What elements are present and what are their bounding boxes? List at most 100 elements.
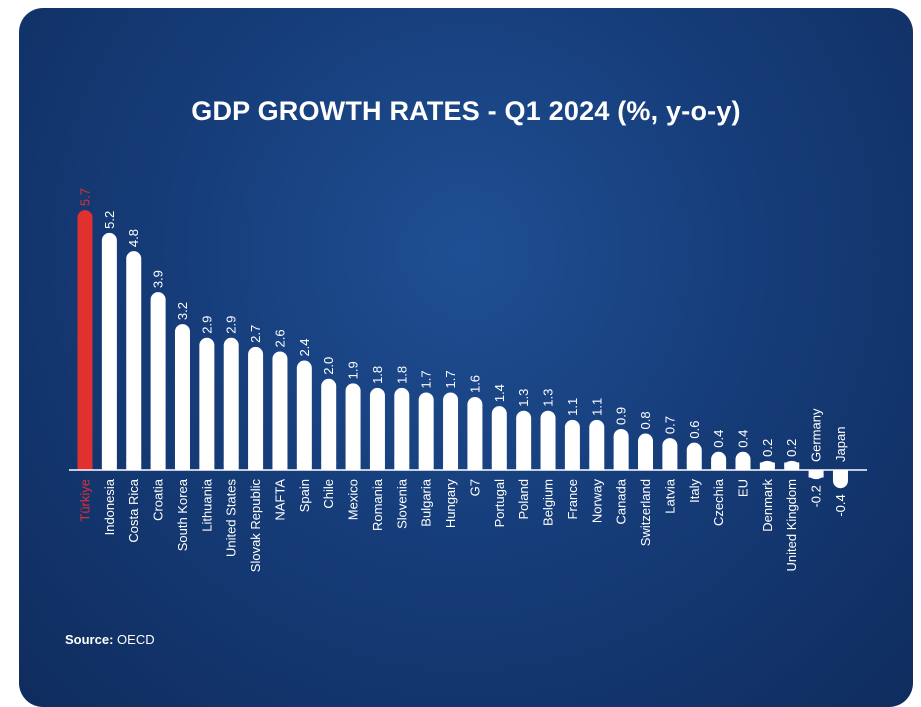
bar-nafta <box>272 351 288 470</box>
category-label: EU <box>735 479 750 497</box>
category-label: France <box>565 479 580 519</box>
chart-card: GDP GROWTH RATES - Q1 2024 (%, y-o-y) 5.… <box>19 8 913 707</box>
value-label: 1.3 <box>541 389 556 407</box>
bar-base <box>564 462 580 470</box>
bar-mexico <box>345 383 361 470</box>
value-label: 0.4 <box>735 430 750 448</box>
bar-base <box>272 462 288 470</box>
bar-chart: 5.7 Türkiye 5.2 Indonesia 4.8 Costa Rica 3.9 Cr… <box>69 188 867 573</box>
value-label: 1.9 <box>346 361 361 379</box>
category-label: Chile <box>321 479 336 509</box>
bar-united-states <box>223 337 239 470</box>
bar-base <box>491 462 507 470</box>
bar-base <box>248 462 264 470</box>
value-label: 0.2 <box>760 439 775 457</box>
bar-spain <box>296 360 312 470</box>
value-label: 0.4 <box>711 430 726 448</box>
bar-indonesia <box>101 232 117 470</box>
value-label: 4.8 <box>126 229 141 247</box>
bar-base <box>126 462 142 470</box>
bar-chile <box>321 378 337 470</box>
value-label: 2.9 <box>199 316 214 334</box>
category-label: Indonesia <box>102 478 117 535</box>
category-label: Latvia <box>662 478 677 513</box>
bar-poland <box>516 410 532 470</box>
category-label: Mexico <box>346 479 361 520</box>
category-label: Lithuania <box>199 478 214 532</box>
source-label: Source: <box>65 632 114 647</box>
bar-canada <box>613 428 629 470</box>
bar-france <box>564 419 580 470</box>
value-label: 1.6 <box>467 375 482 393</box>
value-label: 0.2 <box>784 439 799 457</box>
value-label: 1.1 <box>565 398 580 416</box>
category-label: Japan <box>833 427 848 462</box>
value-label: 1.7 <box>419 370 434 388</box>
bar-base <box>418 462 434 470</box>
source-note: Source: OECD <box>65 632 155 647</box>
category-label: Costa Rica <box>126 478 141 542</box>
category-label: Hungary <box>443 479 458 529</box>
category-label: Czechia <box>711 478 726 526</box>
bar-base <box>443 462 459 470</box>
value-label: 0.6 <box>687 421 702 439</box>
bar-base <box>394 462 410 470</box>
value-label: 3.2 <box>175 302 190 320</box>
chart-title: GDP GROWTH RATES - Q1 2024 (%, y-o-y) <box>191 96 741 126</box>
category-label: Portugal <box>492 479 507 528</box>
bar-base <box>784 462 800 470</box>
value-label: 3.9 <box>151 270 166 288</box>
bar-t-rkiye <box>77 210 93 470</box>
category-label: Switzerland <box>638 479 653 546</box>
bar-base <box>832 470 848 478</box>
value-label: 1.8 <box>394 366 409 384</box>
bar-base <box>199 462 215 470</box>
category-label: Slovak Republic <box>248 479 263 573</box>
source-value: OECD <box>117 632 155 647</box>
bar-costa-rica <box>126 251 142 470</box>
value-label: 1.7 <box>443 370 458 388</box>
category-label: Italy <box>687 479 702 503</box>
bar-base <box>662 462 678 470</box>
bar-base <box>540 462 556 470</box>
value-label: 2.9 <box>224 316 239 334</box>
bar-base <box>101 462 117 470</box>
value-label: 2.0 <box>321 357 336 375</box>
bar-g7 <box>467 397 483 470</box>
bar-norway <box>589 419 605 470</box>
value-label: 1.8 <box>370 366 385 384</box>
category-label: Romania <box>370 478 385 531</box>
bar-base <box>735 462 751 470</box>
value-label: 1.4 <box>492 384 507 402</box>
value-label: -0.2 <box>809 485 824 507</box>
bar-base <box>369 462 385 470</box>
category-label: Slovenia <box>394 478 409 529</box>
category-label: Poland <box>516 479 531 519</box>
bar-base <box>759 462 775 470</box>
bar-south-korea <box>174 324 190 470</box>
bar-base <box>613 462 629 470</box>
bar-base <box>223 462 239 470</box>
bar-base <box>589 462 605 470</box>
bar-bulgaria <box>418 392 434 470</box>
bar-base <box>345 462 361 470</box>
bar-base <box>150 462 166 470</box>
category-label: Canada <box>614 478 629 524</box>
value-label: 2.6 <box>272 329 287 347</box>
bar-base <box>174 462 190 470</box>
category-label: Croatia <box>151 478 166 521</box>
category-label: NAFTA <box>272 479 287 521</box>
value-label: 2.4 <box>297 338 312 356</box>
category-label: Germany <box>809 408 824 462</box>
category-label: South Korea <box>175 478 190 551</box>
bar-base <box>321 462 337 470</box>
category-label: Türkiye <box>78 479 93 522</box>
bar-portugal <box>491 406 507 470</box>
category-label: United Kingdom <box>784 479 799 572</box>
category-label: Bulgaria <box>419 478 434 526</box>
bar-base <box>516 462 532 470</box>
value-label: 5.7 <box>78 188 93 206</box>
bar-base <box>808 470 824 478</box>
bar-base <box>711 462 727 470</box>
category-label: Denmark <box>760 479 775 532</box>
